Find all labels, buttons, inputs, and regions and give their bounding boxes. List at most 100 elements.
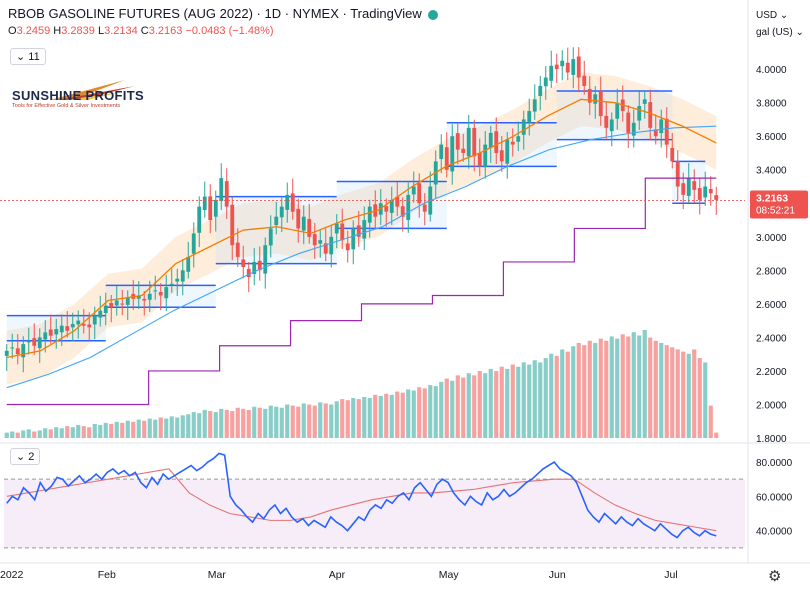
volume-bar [153,419,158,438]
candle [477,153,482,167]
candle [202,196,207,210]
chart-header: RBOB GASOLINE FUTURES (AUG 2022) · 1D · … [8,6,438,21]
volume-bar [296,406,301,438]
unit-label[interactable]: gal (US) ⌄ [756,27,804,38]
candle [164,287,169,299]
price-tick-label: 2.8000 [756,266,787,277]
candle [257,260,262,271]
candle [252,261,257,275]
candle [87,324,92,328]
candle [626,112,631,133]
rsi-tick-label: 40.0000 [756,527,793,538]
candle [48,329,53,336]
volume-bar [626,336,631,438]
volume-bar [76,425,81,438]
candle [224,181,229,207]
candle [439,144,444,159]
volume-bar [692,349,697,438]
volume-bar [329,404,334,438]
currency-label[interactable]: USD ⌄ [756,10,789,21]
volume-bar [246,409,251,438]
volume-bar [620,334,625,438]
candle [367,206,372,223]
range-box [556,90,673,140]
candle [318,240,323,244]
candle [76,320,81,325]
rsi-tick-label: 60.0000 [756,492,793,503]
candle [43,332,48,340]
candle [312,234,317,246]
volume-bar [587,340,592,438]
candle [213,199,218,217]
volume-bar [582,345,587,438]
candle [604,115,609,128]
volume-bar [510,364,515,438]
time-tick-label: 2022 [0,569,24,581]
volume-bar [103,422,108,438]
candle [21,344,26,358]
volume-bar [362,396,367,438]
volume-bar [114,421,119,438]
candle [521,119,526,135]
candle [494,131,499,153]
time-tick-label: May [439,569,460,581]
interval-label[interactable]: 1D [264,6,282,21]
candle [609,119,614,132]
volume-bar [164,418,169,438]
candle [565,62,570,73]
volume-bar [32,431,37,438]
candle [208,196,213,221]
candle [274,216,279,226]
candle [246,268,251,278]
volume-bar [499,366,504,438]
candle [65,326,70,331]
candle [340,223,345,241]
candle [230,204,235,246]
candle [345,243,350,251]
volume-bar [549,353,554,438]
candle [554,64,559,70]
candle [351,228,356,250]
volume-bar [202,409,207,438]
volume-bar [48,429,53,438]
settings-gear-icon[interactable]: ⚙ [768,568,782,585]
volume-bar [285,404,290,438]
volume-bar [653,340,658,438]
volume-bar [356,399,361,438]
volume-bar [169,416,174,438]
candle [675,161,680,187]
volume-bar [54,427,59,438]
volume-bar [472,375,477,438]
volume-bar [59,428,64,438]
volume-bar [219,408,224,438]
price-tick-label: 1.8000 [756,434,787,445]
volume-bar [21,430,26,438]
candle [582,75,587,86]
indicators-toggle-rsi[interactable]: ⌄ 2 [10,448,41,465]
candle [411,186,416,195]
sunshine-logo-icon [50,80,135,100]
candle [532,99,537,112]
candle [10,347,15,349]
volume-bar [664,345,669,438]
volume-bar [81,426,86,438]
volume-bar [351,398,356,438]
candle [659,119,664,134]
volume-bar [367,398,372,438]
volume-bar [274,406,279,438]
price-tag [750,190,808,219]
volume-bar [136,419,141,438]
candle [219,178,224,201]
volume-bar [4,432,9,438]
indicators-toggle-main[interactable]: ⌄ 11 [10,48,46,65]
volume-bar [334,401,339,438]
volume-bar [318,402,323,438]
candle [120,303,125,305]
volume-bar [527,364,532,438]
candle [175,278,180,282]
candle [708,188,713,194]
candle [472,127,477,157]
volume-bar [642,330,647,438]
volume-bar [213,412,218,438]
